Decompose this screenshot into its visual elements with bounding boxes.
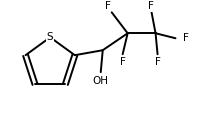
- Text: F: F: [120, 57, 126, 67]
- Text: F: F: [184, 33, 189, 43]
- Text: OH: OH: [93, 76, 109, 86]
- Text: F: F: [148, 1, 154, 11]
- Text: S: S: [47, 32, 54, 42]
- Text: F: F: [155, 57, 160, 67]
- Text: F: F: [105, 1, 111, 11]
